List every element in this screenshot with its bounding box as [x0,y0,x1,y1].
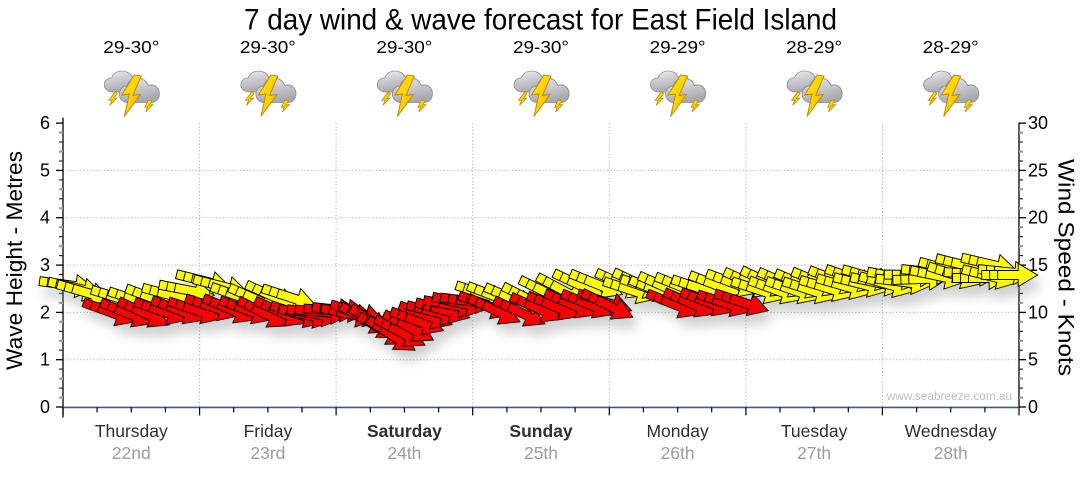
svg-text:7 day wind & wave forecast for: 7 day wind & wave forecast for East Fiel… [244,4,837,37]
svg-text:3: 3 [40,255,50,275]
svg-text:5: 5 [40,160,50,180]
svg-text:Saturday: Saturday [367,421,442,441]
svg-text:24th: 24th [387,443,421,463]
svg-text:1: 1 [40,350,50,370]
svg-text:2: 2 [40,302,50,322]
svg-text:29-30°: 29-30° [240,37,296,57]
svg-text:29-29°: 29-29° [650,37,706,57]
svg-text:Thursday: Thursday [95,421,168,441]
svg-text:25th: 25th [524,443,558,463]
svg-text:www.seabreeze.com.au: www.seabreeze.com.au [886,389,1012,403]
svg-text:29-30°: 29-30° [513,37,569,57]
svg-text:10: 10 [1028,302,1048,322]
svg-text:28-29°: 28-29° [786,37,842,57]
svg-text:20: 20 [1028,208,1048,228]
svg-text:27th: 27th [797,443,831,463]
svg-text:Wednesday: Wednesday [905,421,997,441]
svg-text:4: 4 [40,208,50,228]
svg-text:29-30°: 29-30° [376,37,432,57]
svg-text:0: 0 [40,397,50,417]
svg-text:29-30°: 29-30° [103,37,159,57]
svg-text:Friday: Friday [244,421,293,441]
svg-text:23rd: 23rd [250,443,285,463]
svg-text:0: 0 [1028,397,1038,417]
svg-text:Sunday: Sunday [509,421,572,441]
svg-text:Wind Speed - Knots: Wind Speed - Knots [1054,159,1079,376]
svg-text:15: 15 [1028,255,1048,275]
svg-text:Wave Height - Metres: Wave Height - Metres [2,151,27,370]
svg-text:Monday: Monday [646,421,709,441]
svg-text:26th: 26th [661,443,695,463]
svg-text:30: 30 [1028,113,1048,133]
svg-text:22nd: 22nd [112,443,151,463]
svg-text:5: 5 [1028,350,1038,370]
svg-text:6: 6 [40,113,50,133]
svg-text:28th: 28th [934,443,968,463]
svg-text:25: 25 [1028,160,1048,180]
svg-text:Tuesday: Tuesday [781,421,848,441]
svg-text:28-29°: 28-29° [923,37,979,57]
